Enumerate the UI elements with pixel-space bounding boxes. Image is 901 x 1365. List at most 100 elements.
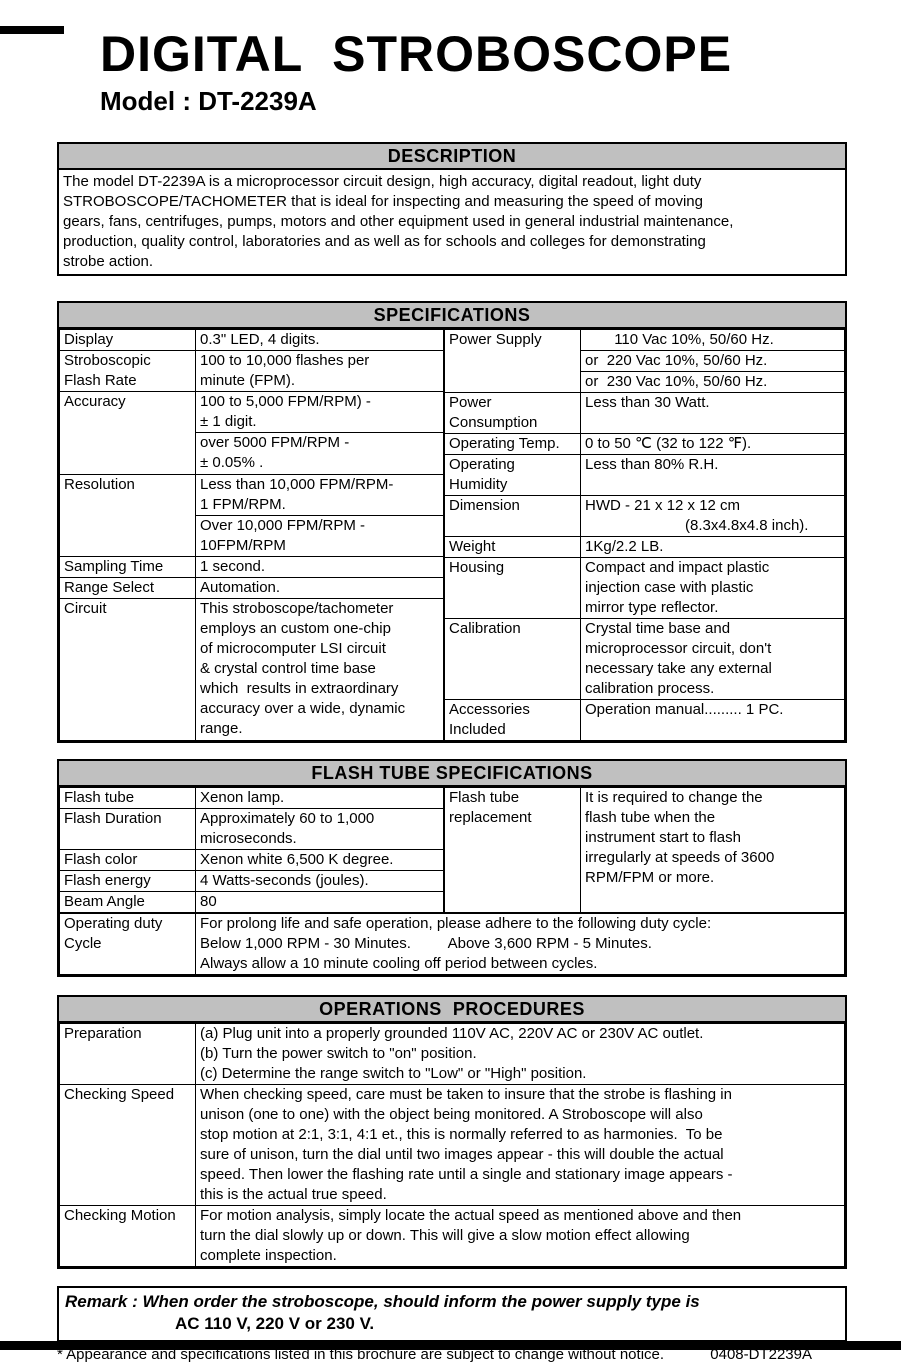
table-row: Checking Motion For motion analysis, sim…	[59, 1205, 845, 1267]
flash-tube-right-table: Flash tube replacement It is required to…	[444, 787, 845, 913]
spec-label-circuit: Circuit	[59, 598, 196, 741]
table-row: Circuit This stroboscope/tachometer empl…	[59, 598, 445, 741]
table-row: Weight 1Kg/2.2 LB.	[444, 536, 845, 558]
remark-line-2: AC 110 V, 220 V or 230 V.	[175, 1314, 375, 1333]
flash-label-beam-angle: Beam Angle	[59, 891, 196, 913]
table-row: Sampling Time 1 second.	[59, 556, 445, 579]
table-row: Housing Compact and impact plastic injec…	[444, 557, 845, 619]
spec-value-power-supply-1: 110 Vac 10%, 50/60 Hz.	[580, 329, 845, 351]
spec-value-power-consumption: Less than 30 Watt.	[580, 392, 845, 434]
spec-value-accuracy-1: 100 to 5,000 FPM/RPM) - ± 1 digit.	[194, 391, 445, 434]
table-row: Resolution Less than 10,000 FPM/RPM- 1 F…	[59, 473, 445, 558]
description-heading: DESCRIPTION	[59, 144, 845, 170]
spec-value-resolution-2: Over 10,000 FPM/RPM - 10FPM/RPM	[194, 514, 445, 558]
spec-value-power-supply-3: or 230 Vac 10%, 50/60 Hz.	[580, 371, 845, 393]
table-row: Over 10,000 FPM/RPM - 10FPM/RPM	[60, 514, 445, 558]
page-title: DIGITAL STROBOSCOPE	[100, 26, 733, 82]
spec-label-range-select: Range Select	[59, 577, 196, 600]
spec-value-power-supply-2: or 220 Vac 10%, 50/60 Hz.	[580, 350, 845, 372]
table-row: over 5000 FPM/RPM - ± 0.05% .	[60, 432, 445, 475]
spec-label-display: Display	[59, 328, 196, 352]
spec-label-housing: Housing	[444, 557, 582, 619]
table-row: Calibration Crystal time base and microp…	[444, 618, 845, 700]
page: DIGITAL STROBOSCOPE Model : DT-2239A DES…	[57, 26, 847, 1365]
operations-section: OPERATIONS PROCEDURES Preparation (a) Pl…	[57, 995, 847, 1269]
spec-label-power-supply: Power Supply	[444, 329, 582, 393]
spec-value-operating-temp: 0 to 50 ℃ (32 to 122 ℉).	[580, 433, 845, 455]
spec-label-operating-temp: Operating Temp.	[444, 433, 582, 455]
spec-value-circuit: This stroboscope/tachometer employs an c…	[194, 598, 445, 741]
flash-label-duty-cycle: Operating duty Cycle	[59, 913, 196, 975]
flash-label-replacement: Flash tube replacement	[444, 787, 582, 913]
flash-label-tube: Flash tube	[59, 787, 196, 809]
spec-value-sampling-time: 1 second.	[194, 556, 445, 579]
table-row: Range Select Automation.	[59, 577, 445, 600]
ops-label-checking-speed: Checking Speed	[59, 1084, 196, 1206]
table-row: Flash Duration Approximately 60 to 1,000…	[59, 808, 445, 850]
spec-label-sampling-time: Sampling Time	[59, 556, 196, 579]
ops-value-checking-speed: When checking speed, care must be taken …	[195, 1084, 845, 1206]
specifications-heading: SPECIFICATIONS	[59, 303, 845, 329]
spec-value-operating-humidity: Less than 80% R.H.	[580, 454, 845, 496]
spec-value-accessories: Operation manual......... 1 PC.	[580, 699, 845, 741]
table-row: Flash energy 4 Watts-seconds (joules).	[59, 870, 445, 892]
table-row: Stroboscopic Flash Rate 100 to 10,000 fl…	[59, 350, 445, 393]
specifications-left-table: Display 0.3" LED, 4 digits. Stroboscopic…	[59, 328, 445, 741]
table-row: Flash color Xenon white 6,500 K degree.	[59, 849, 445, 871]
table-row: Operating duty Cycle For prolong life an…	[59, 913, 845, 975]
spec-value-housing: Compact and impact plastic injection cas…	[580, 557, 845, 619]
table-row: Operating Temp. 0 to 50 ℃ (32 to 122 ℉).	[444, 433, 845, 455]
operations-heading: OPERATIONS PROCEDURES	[59, 997, 845, 1023]
spec-label-power-consumption: Power Consumption	[444, 392, 582, 434]
table-row: Accuracy 100 to 5,000 FPM/RPM) - ± 1 dig…	[59, 391, 445, 475]
flash-value-tube: Xenon lamp.	[194, 787, 445, 809]
ops-label-checking-motion: Checking Motion	[59, 1205, 196, 1267]
table-row: Dimension HWD - 21 x 12 x 12 cm (8.3x4.8…	[444, 495, 845, 537]
spec-value-dimension: HWD - 21 x 12 x 12 cm (8.3x4.8x4.8 inch)…	[580, 495, 845, 537]
flash-value-beam-angle: 80	[194, 891, 445, 913]
ops-value-checking-motion: For motion analysis, simply locate the a…	[195, 1205, 845, 1267]
table-row: Accessories Included Operation manual...…	[444, 699, 845, 741]
specifications-table: Display 0.3" LED, 4 digits. Stroboscopic…	[59, 328, 845, 741]
model-number: Model : DT-2239A	[100, 86, 317, 116]
spec-label-calibration: Calibration	[444, 618, 582, 700]
spec-label-accuracy: Accuracy	[59, 391, 196, 475]
table-row: Beam Angle 80	[59, 891, 445, 913]
specifications-right-table: Power Supply 110 Vac 10%, 50/60 Hz. or 2…	[444, 329, 845, 741]
flash-tube-heading: FLASH TUBE SPECIFICATIONS	[59, 761, 845, 787]
flash-value-color: Xenon white 6,500 K degree.	[194, 849, 445, 871]
flash-value-energy: 4 Watts-seconds (joules).	[194, 870, 445, 892]
scan-corner-mark	[0, 26, 64, 34]
table-row: Flash tube replacement It is required to…	[444, 787, 845, 913]
spec-value-weight: 1Kg/2.2 LB.	[580, 536, 845, 558]
flash-value-duty-cycle: For prolong life and safe operation, ple…	[195, 913, 845, 975]
table-row: Operating Humidity Less than 80% R.H.	[444, 454, 845, 496]
flash-tube-table: Flash tube Xenon lamp. Flash Duration Ap…	[59, 787, 845, 913]
spec-label-accessories: Accessories Included	[444, 699, 582, 741]
spec-label-flash-rate: Stroboscopic Flash Rate	[59, 350, 196, 393]
spec-value-calibration: Crystal time base and microprocessor cir…	[580, 618, 845, 700]
specifications-section: SPECIFICATIONS Display 0.3" LED, 4 digit…	[57, 301, 847, 743]
table-row: Preparation (a) Plug unit into a properl…	[59, 1023, 845, 1085]
spec-label-operating-humidity: Operating Humidity	[444, 454, 582, 496]
spec-label-dimension: Dimension	[444, 495, 582, 537]
spec-value-flash-rate: 100 to 10,000 flashes per minute (FPM).	[194, 350, 445, 393]
ops-value-preparation: (a) Plug unit into a properly grounded 1…	[195, 1023, 845, 1085]
spec-value-resolution-1: Less than 10,000 FPM/RPM- 1 FPM/RPM.	[194, 473, 445, 516]
remark-line-1: Remark : When order the stroboscope, sho…	[65, 1292, 700, 1311]
table-row: Flash tube Xenon lamp.	[59, 787, 445, 809]
spec-label-resolution: Resolution	[59, 473, 196, 558]
table-row: Power Consumption Less than 30 Watt.	[444, 392, 845, 434]
flash-tube-left-table: Flash tube Xenon lamp. Flash Duration Ap…	[59, 787, 445, 913]
table-row: or 230 Vac 10%, 50/60 Hz.	[445, 371, 845, 393]
flash-value-duration: Approximately 60 to 1,000 microseconds.	[194, 808, 445, 850]
flash-label-color: Flash color	[59, 849, 196, 871]
duty-cycle-table: Operating duty Cycle For prolong life an…	[59, 913, 845, 975]
description-section: DESCRIPTION The model DT-2239A is a micr…	[57, 142, 847, 276]
spec-value-display: 0.3" LED, 4 digits.	[194, 328, 445, 352]
operations-table: Preparation (a) Plug unit into a properl…	[59, 1023, 845, 1267]
table-row: Display 0.3" LED, 4 digits.	[59, 328, 445, 352]
flash-value-replacement: It is required to change the flash tube …	[580, 787, 845, 913]
bottom-scan-bar	[0, 1341, 901, 1350]
flash-tube-section: FLASH TUBE SPECIFICATIONS Flash tube Xen…	[57, 759, 847, 977]
